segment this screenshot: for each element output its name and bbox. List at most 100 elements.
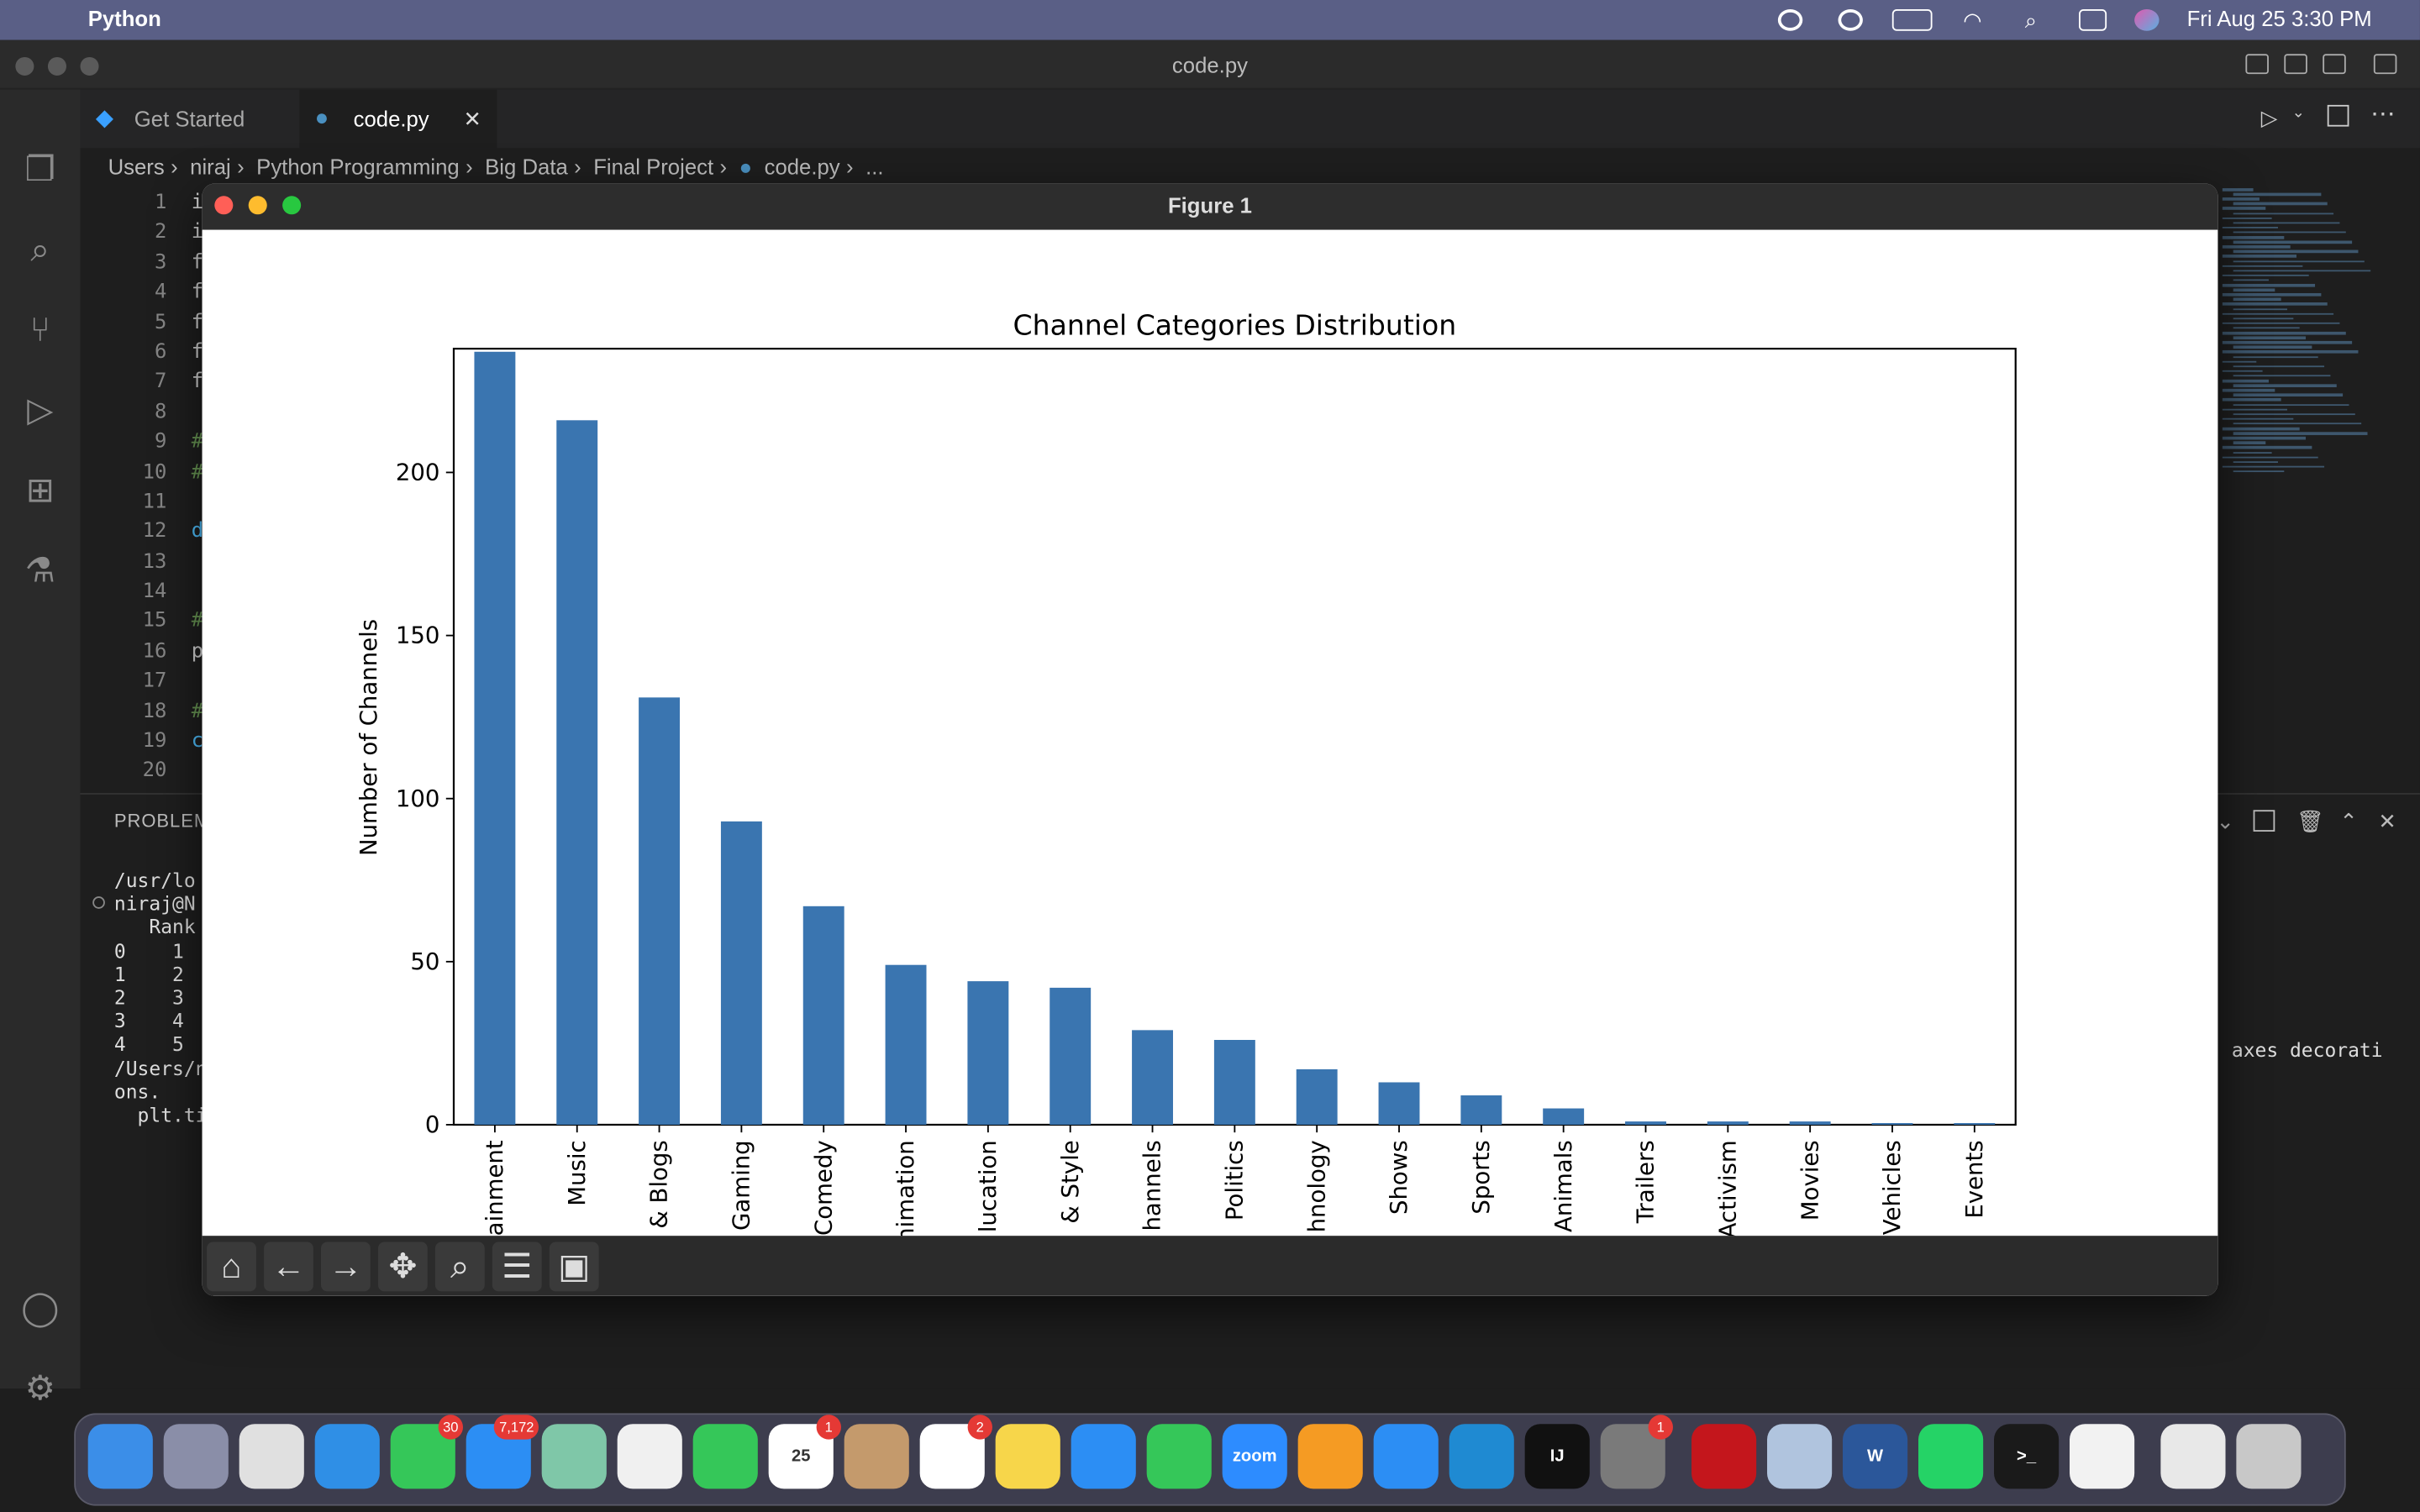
code-line[interactable]: i <box>191 191 204 215</box>
run-python-file-icon[interactable]: ▷ <box>2260 104 2278 130</box>
code-line[interactable]: d <box>191 520 204 544</box>
code-line[interactable]: f <box>191 370 204 394</box>
zoom-magnifier-icon[interactable]: ⌕ <box>434 1242 485 1292</box>
split-editor-icon[interactable] <box>2327 104 2349 127</box>
toggle-sidebar-icon[interactable] <box>2245 54 2269 75</box>
tab-get-started[interactable]: ◆ Get Started <box>81 90 297 149</box>
dock-messages-icon[interactable]: 30 <box>390 1415 464 1489</box>
breadcrumb-item[interactable]: Big Data <box>485 154 568 180</box>
dock-documents-icon[interactable] <box>2160 1424 2226 1489</box>
explorer-icon[interactable]: ❐ <box>24 150 55 189</box>
dock-notes-icon[interactable] <box>995 1424 1060 1489</box>
search-icon[interactable]: ⌕ <box>30 229 50 269</box>
close-tab-icon[interactable]: ✕ <box>463 106 482 132</box>
code-line[interactable]: # <box>191 430 204 454</box>
gear-icon[interactable]: ⚙ <box>24 1368 55 1408</box>
dock-vscode-icon[interactable] <box>1449 1424 1514 1489</box>
search-icon[interactable]: ⌕ <box>2024 8 2038 33</box>
more-actions-icon[interactable]: ⋯ <box>2370 102 2396 129</box>
dock-app-store-icon[interactable] <box>1373 1424 1439 1489</box>
battery-icon[interactable] <box>1891 9 1933 31</box>
customize-layout-icon[interactable] <box>2373 54 2397 75</box>
testing-icon[interactable]: ⚗ <box>24 550 55 590</box>
dock-trash-icon[interactable] <box>2236 1424 2302 1489</box>
dock-whatsapp-icon[interactable] <box>1918 1424 1984 1489</box>
account-icon[interactable]: ◯ <box>21 1288 60 1327</box>
panel-tab-problems[interactable]: PROBLEM <box>113 810 211 832</box>
toggle-secondary-sidebar-icon[interactable] <box>2323 54 2346 75</box>
breadcrumb-item[interactable]: ... <box>865 154 884 180</box>
close-window-button[interactable] <box>15 56 34 76</box>
run-menu-chevron-icon[interactable]: ⌄ <box>2291 104 2305 123</box>
dock-preview-icon[interactable] <box>1767 1424 1833 1489</box>
breadcrumb-item[interactable]: Python Programming <box>256 154 460 180</box>
dock-calendar-icon[interactable]: 25 1 <box>768 1415 842 1489</box>
trash-icon[interactable]: 🗑 <box>2296 808 2324 833</box>
dock-acrobat-icon[interactable] <box>1691 1424 1757 1489</box>
code-line[interactable]: # <box>191 700 204 723</box>
back-arrow-icon[interactable]: ← <box>264 1242 313 1292</box>
toggle-panel-icon[interactable] <box>2284 54 2307 75</box>
dock-safari-icon[interactable] <box>314 1424 380 1489</box>
zoom-window-button[interactable] <box>282 196 302 215</box>
source-control-icon[interactable]: ⑂ <box>29 310 50 349</box>
breadcrumb-item[interactable]: Users <box>108 154 165 180</box>
dock-maps-icon[interactable] <box>541 1424 607 1489</box>
breadcrumb-item[interactable]: code.py <box>764 154 840 180</box>
code-line[interactable]: i <box>191 221 204 244</box>
code-line[interactable]: f <box>191 311 204 334</box>
zoom-window-button[interactable] <box>80 56 99 76</box>
split-terminal-icon[interactable] <box>2253 810 2275 832</box>
grammarly-icon[interactable] <box>1777 9 1803 31</box>
dock-photos-icon[interactable] <box>617 1424 682 1489</box>
dock-pinwheel-icon[interactable] <box>2070 1424 2135 1489</box>
dock-launchpad-icon[interactable] <box>163 1424 229 1489</box>
breadcrumb-item[interactable]: Final Project <box>593 154 714 180</box>
code-line[interactable]: f <box>191 281 204 305</box>
dock-system-settings-icon[interactable]: 1 <box>1600 1415 1673 1489</box>
minimize-window-button[interactable] <box>47 56 66 76</box>
save-figure-icon[interactable]: ▣ <box>549 1242 599 1292</box>
close-window-button[interactable] <box>214 196 234 215</box>
maximize-panel-icon[interactable]: ⌃ <box>2339 808 2358 833</box>
close-panel-icon[interactable]: ✕ <box>2378 808 2396 833</box>
dock-reminders-icon[interactable]: 2 <box>919 1415 992 1489</box>
code-line[interactable]: p <box>191 639 204 664</box>
app-name[interactable]: Python <box>87 6 161 31</box>
chevron-down-icon[interactable]: ⌄ <box>2216 808 2235 833</box>
code-line[interactable]: f <box>191 250 204 275</box>
dock-word-icon[interactable]: W <box>1843 1424 1908 1489</box>
dock-terminal-icon[interactable]: >_ <box>1994 1424 2060 1489</box>
dock-intellij-icon[interactable]: IJ <box>1524 1424 1590 1489</box>
dock-pages-icon[interactable] <box>1297 1424 1363 1489</box>
forward-arrow-icon[interactable]: → <box>321 1242 371 1292</box>
breadcrumb-item[interactable]: niraj <box>190 154 231 180</box>
minimize-window-button[interactable] <box>248 196 267 215</box>
code-line[interactable]: # <box>191 460 204 484</box>
menu-clock[interactable]: Fri Aug 25 3:30 PM <box>2186 6 2372 31</box>
sync-icon[interactable] <box>1838 9 1863 31</box>
configure-subplots-icon[interactable]: ☰ <box>492 1242 542 1292</box>
extensions-icon[interactable]: ⊞ <box>25 470 55 510</box>
figure-canvas[interactable]: Channel Categories Distribution Number o… <box>202 229 2218 1242</box>
code-editor[interactable]: i i f f f f f # # d # p # c <box>192 188 207 786</box>
wifi-icon[interactable]: ◠ <box>1963 8 1982 33</box>
pan-move-icon[interactable]: ✥ <box>377 1242 428 1292</box>
dock-numbers-icon[interactable] <box>1146 1424 1212 1489</box>
dock-keynote-icon[interactable] <box>1071 1424 1136 1489</box>
code-line[interactable]: # <box>191 610 204 633</box>
minimap[interactable] <box>2217 188 2402 481</box>
home-icon[interactable]: ⌂ <box>207 1242 256 1292</box>
run-debug-icon[interactable]: ▷ <box>27 390 54 429</box>
siri-icon[interactable] <box>2134 9 2160 31</box>
control-center-icon[interactable] <box>2079 9 2107 31</box>
dock-mail-icon[interactable]: 7,172 <box>466 1415 539 1489</box>
dock-finder-icon[interactable] <box>87 1424 153 1489</box>
tab-code-py[interactable]: ● code.py ✕ <box>299 89 497 149</box>
dock-chrome-icon[interactable] <box>239 1424 304 1489</box>
dock-zoom-icon[interactable]: zoom <box>1222 1424 1287 1489</box>
code-line[interactable]: f <box>191 340 204 365</box>
dock-facetime-icon[interactable] <box>692 1424 758 1489</box>
code-line[interactable]: c <box>191 729 204 753</box>
